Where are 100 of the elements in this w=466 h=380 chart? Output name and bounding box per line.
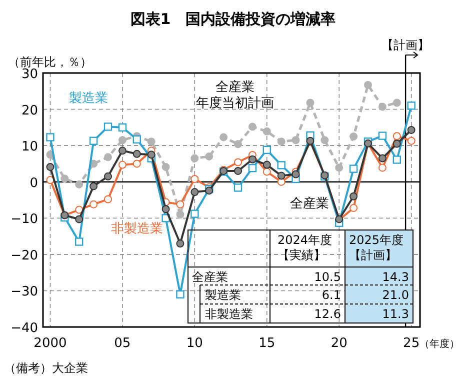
y-tick-label: 10 <box>21 140 38 155</box>
point <box>335 164 344 172</box>
point <box>176 210 184 219</box>
annotation: 2025年度【計画】 <box>349 233 404 262</box>
point <box>234 184 242 192</box>
text: 全産業 <box>192 270 228 284</box>
text: 非製造業 <box>205 307 253 321</box>
text: （備考）大企業 <box>4 361 88 375</box>
series-label: 全産業年度当初計画 <box>196 79 274 112</box>
point <box>118 123 127 132</box>
point <box>306 98 314 107</box>
point <box>75 180 84 188</box>
point <box>190 210 199 218</box>
point <box>46 162 54 171</box>
point <box>75 215 84 224</box>
point <box>234 158 242 166</box>
point <box>349 164 358 173</box>
point <box>118 160 126 169</box>
point <box>350 192 358 200</box>
chart-title: 図表1 国内設備投資の増減率 <box>130 10 336 28</box>
point <box>190 154 199 162</box>
point <box>392 132 401 140</box>
point <box>407 136 416 145</box>
point <box>262 127 271 136</box>
point <box>248 164 257 172</box>
point <box>378 164 386 172</box>
point <box>147 150 156 159</box>
point <box>104 122 112 131</box>
y-tick-label: 30 <box>21 67 38 82</box>
point <box>392 98 401 107</box>
point <box>262 168 271 176</box>
y-tick-label: 20 <box>21 103 38 118</box>
point <box>205 152 214 160</box>
x-tick-label: 2000 <box>34 336 67 351</box>
series-label: 全産業 <box>290 195 329 212</box>
point <box>132 150 141 158</box>
point <box>132 160 141 168</box>
point <box>407 102 416 110</box>
annotation: 14.3 <box>382 270 409 284</box>
point <box>132 135 141 144</box>
x-tick-label: 25 <box>403 336 420 351</box>
series-label: 製造業 <box>69 91 108 106</box>
point <box>407 126 416 134</box>
point <box>350 132 358 140</box>
point <box>292 170 300 178</box>
point <box>378 102 386 111</box>
point <box>75 206 84 214</box>
point <box>118 136 126 144</box>
y-axis-title: （前年比，％） <box>8 55 92 69</box>
point <box>234 140 242 148</box>
y-tick-label: −40 <box>10 321 38 336</box>
annotation: 11.3 <box>382 307 409 321</box>
point <box>147 138 156 146</box>
point <box>162 205 170 214</box>
point <box>162 162 170 171</box>
point <box>104 153 112 162</box>
point <box>104 172 112 180</box>
point <box>190 188 199 196</box>
point <box>277 172 286 180</box>
annotation: 12.6 <box>314 307 341 321</box>
point <box>75 238 84 246</box>
ref-line-label: 【計画】 <box>382 38 430 52</box>
y-tick-label: −30 <box>10 284 38 300</box>
y-tick-label: 0 <box>30 176 38 191</box>
point <box>364 80 372 89</box>
point <box>320 136 329 144</box>
y-tick-label: −10 <box>10 212 38 228</box>
text: 製造業 <box>205 288 241 302</box>
point <box>104 195 112 204</box>
point <box>378 154 386 162</box>
point <box>220 133 228 142</box>
point <box>176 200 184 208</box>
point <box>277 138 286 146</box>
point <box>248 122 256 131</box>
x-tick-label: 20 <box>330 336 348 351</box>
point <box>89 136 98 145</box>
point <box>350 204 358 212</box>
point <box>248 155 256 164</box>
point <box>176 290 184 298</box>
y-tick-label: −20 <box>10 248 38 264</box>
point <box>262 146 271 154</box>
point <box>234 166 242 175</box>
point <box>262 160 271 169</box>
annotation: 10.5 <box>314 270 341 284</box>
point <box>176 240 184 248</box>
point <box>46 133 54 142</box>
series-label: 非製造業 <box>110 222 163 237</box>
x-tick-label: 05 <box>114 336 131 351</box>
point <box>378 132 387 140</box>
point <box>46 176 54 184</box>
annotation: 21.0 <box>382 288 409 302</box>
point <box>392 156 401 164</box>
point <box>60 174 69 183</box>
x-axis-title: （年度） <box>419 338 460 350</box>
annotation: 6.1 <box>322 288 341 302</box>
x-tick-label: 10 <box>186 336 203 351</box>
point <box>190 174 199 183</box>
x-tick-label: 15 <box>258 336 276 351</box>
point <box>90 182 98 190</box>
annotation: 2024年度【実績】 <box>278 233 332 262</box>
